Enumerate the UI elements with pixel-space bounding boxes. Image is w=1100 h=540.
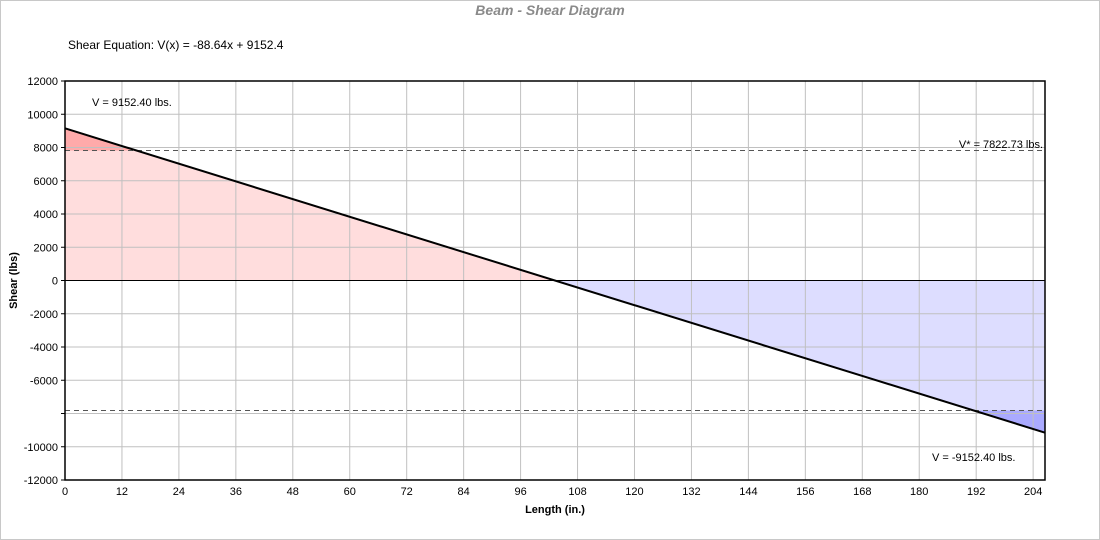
y-tick-label: -10000 <box>24 442 58 454</box>
v-max-label: V = 9152.40 lbs. <box>92 97 172 109</box>
x-tick-label: 108 <box>568 486 586 498</box>
y-tick-label: 8000 <box>34 143 58 155</box>
x-tick-label: 132 <box>682 486 700 498</box>
y-tick-label: 12000 <box>27 76 58 88</box>
x-tick-label: 96 <box>514 486 526 498</box>
x-axis-label: Length (in.) <box>525 504 585 516</box>
y-tick-label: 10000 <box>27 109 58 121</box>
x-tick-label: 12 <box>116 486 128 498</box>
shear-line <box>64 127 1046 434</box>
x-tick-label: 24 <box>173 486 185 498</box>
y-tick-label: 4000 <box>34 209 58 221</box>
shear-equation: Shear Equation: V(x) = -88.64x + 9152.4 <box>68 38 284 52</box>
x-tick-label: 120 <box>625 486 643 498</box>
x-tick-label: 156 <box>796 486 814 498</box>
x-tick-label: 204 <box>1024 486 1042 498</box>
y-tick-label: -4000 <box>30 342 58 354</box>
plot-border <box>64 80 1046 481</box>
v-min-label: V = -9152.40 lbs. <box>932 452 1015 464</box>
x-tick-label: 84 <box>458 486 470 498</box>
y-axis-label: Shear (lbs) <box>8 252 20 309</box>
x-tick-label: 168 <box>853 486 871 498</box>
x-tick-label: 36 <box>230 486 242 498</box>
v-allow-label: V* = 7822.73 lbs. <box>959 139 1043 151</box>
y-tick-label: -12000 <box>24 475 58 487</box>
x-tick-label: 144 <box>739 486 757 498</box>
y-tick-label: 6000 <box>34 176 58 188</box>
y-tick-label: 0 <box>52 276 58 288</box>
y-tick-label: -2000 <box>30 309 58 321</box>
x-tick-label: 60 <box>344 486 356 498</box>
x-tick-label: 0 <box>62 486 68 498</box>
x-tick-label: 72 <box>401 486 413 498</box>
x-tick-label: 192 <box>967 486 985 498</box>
x-tick-label: 48 <box>287 486 299 498</box>
chart-title: Beam - Shear Diagram <box>475 2 625 18</box>
x-tick-label: 180 <box>910 486 928 498</box>
y-tick-label: -6000 <box>30 375 58 387</box>
y-tick-label: 2000 <box>34 242 58 254</box>
